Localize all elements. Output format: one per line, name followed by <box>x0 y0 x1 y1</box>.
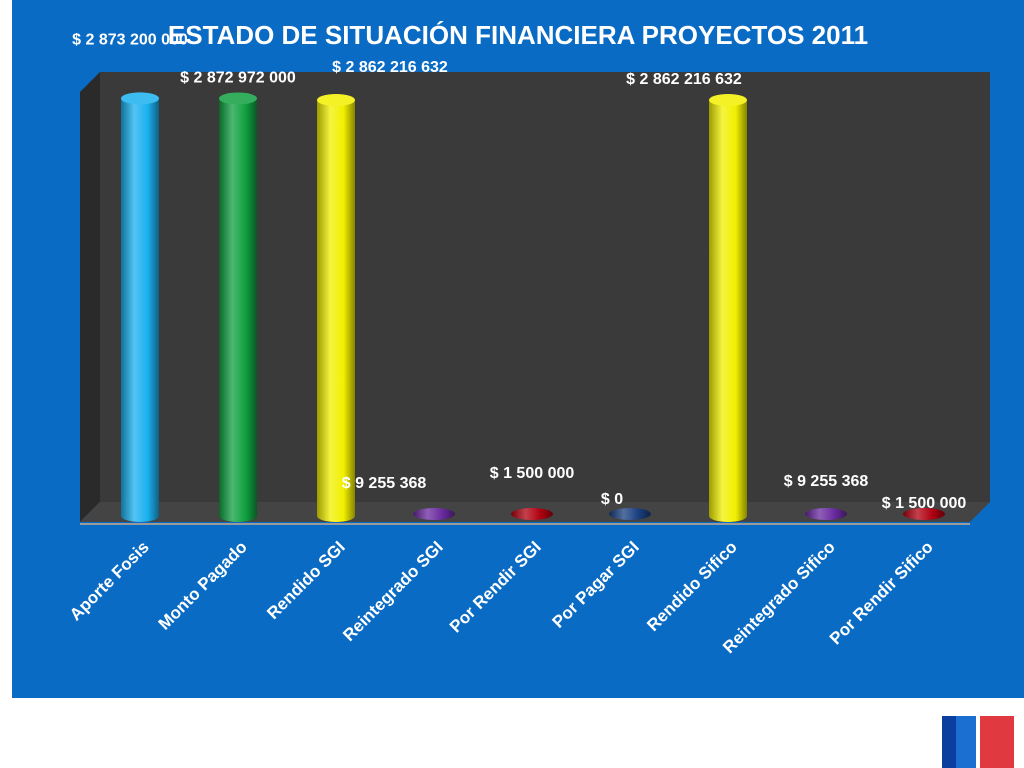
flag-band-dark-blue <box>942 716 956 768</box>
tick-label: Reintegrado SGI <box>339 537 447 645</box>
tick-label: Reintegrado Sifico <box>719 537 839 657</box>
bar-disc <box>609 508 651 520</box>
bar-reintegrado-sifico <box>805 508 847 520</box>
plot-side-wall <box>80 72 100 522</box>
bar-base <box>709 510 747 522</box>
tick-label: Por Pagar SGI <box>549 537 643 631</box>
tick-label: Por Rendir SGI <box>446 537 545 636</box>
bar-body <box>121 98 159 516</box>
bar-rendido-sifico <box>709 94 747 522</box>
bar-disc <box>511 508 553 520</box>
bar-disc <box>903 508 945 520</box>
data-label: $ 2 873 200 000 <box>72 31 188 48</box>
bar-por-rendir-sgi <box>511 508 553 520</box>
data-label: $ 0 <box>601 491 623 508</box>
data-label: $ 9 255 368 <box>784 473 869 490</box>
flag-band-white <box>976 716 980 768</box>
bar-disc <box>413 508 455 520</box>
data-label: $ 1 500 000 <box>882 495 967 512</box>
tick-label: Rendido Sifico <box>643 537 741 635</box>
tick-label: Aporte Fosis <box>66 537 153 624</box>
bar-base <box>317 510 355 522</box>
tick-label: Por Rendir Sifico <box>826 537 937 648</box>
bar-body <box>219 98 257 517</box>
bar-aporte-fosis <box>121 92 159 522</box>
data-label: $ 9 255 368 <box>342 475 427 492</box>
bar-series <box>121 92 945 522</box>
bar-cap <box>317 94 355 107</box>
bar-por-rendir-sifico <box>903 508 945 520</box>
data-label: $ 2 862 216 632 <box>626 71 742 88</box>
bar-body <box>709 100 747 517</box>
bar-cap <box>219 92 257 105</box>
bar-disc <box>805 508 847 520</box>
chart-title: ESTADO DE SITUACIÓN FINANCIERA PROYECTOS… <box>168 20 868 50</box>
flag-band-blue <box>956 716 976 768</box>
bar-cap <box>121 92 159 105</box>
bar-chart: ESTADO DE SITUACIÓN FINANCIERA PROYECTOS… <box>66 20 990 657</box>
bar-body <box>317 100 355 517</box>
plot-area <box>80 72 990 525</box>
bar-rendido-sgi <box>317 94 355 522</box>
category-axis: Aporte Fosis Monto Pagado Rendido SGIReint… <box>66 537 937 657</box>
data-label: $ 1 500 000 <box>490 465 575 482</box>
data-label: $ 2 872 972 000 <box>180 69 296 86</box>
bar-cap <box>709 94 747 107</box>
bar-base <box>219 510 257 522</box>
slide-background: ESTADO DE SITUACIÓN FINANCIERA PROYECTOS… <box>12 0 1024 698</box>
data-labels: $ 2 873 200 000 $ 2 872 972 000 $ 2 862 21… <box>72 31 966 512</box>
bar-reintegrado-sgi <box>413 508 455 520</box>
bar-monto-pagado <box>219 92 257 522</box>
bar-base <box>121 510 159 522</box>
chile-flag-logo <box>942 716 1014 768</box>
tick-label: Rendido SGI <box>263 537 349 623</box>
bar-por-pagar-sgi <box>609 508 651 520</box>
tick-label: Monto Pagado <box>155 537 251 633</box>
flag-band-red <box>980 716 1014 768</box>
data-label: $ 2 862 216 632 <box>332 59 448 76</box>
